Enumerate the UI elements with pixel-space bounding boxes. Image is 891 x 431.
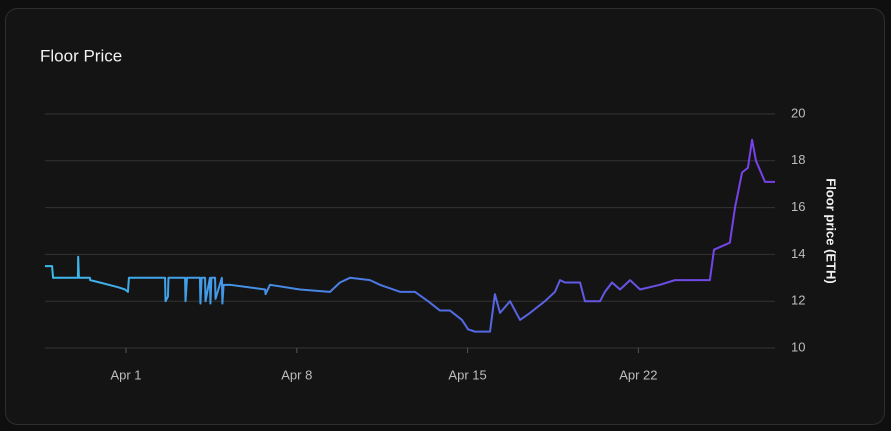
chart-title: Floor Price bbox=[40, 46, 122, 65]
y-tick-label: 20 bbox=[791, 105, 805, 120]
y-tick-label: 14 bbox=[791, 246, 805, 261]
price-line bbox=[45, 138, 775, 333]
x-tick-label: Apr 8 bbox=[281, 367, 312, 382]
x-tick-label: Apr 1 bbox=[110, 367, 141, 382]
y-tick-label: 18 bbox=[791, 152, 805, 167]
x-tick-label: Apr 15 bbox=[448, 367, 486, 382]
y-tick-label: 12 bbox=[791, 293, 805, 308]
y-tick-label: 10 bbox=[791, 339, 805, 354]
y-axis-label: Floor price (ETH) bbox=[824, 178, 839, 283]
x-tick-label: Apr 22 bbox=[619, 367, 657, 382]
card bbox=[5, 8, 885, 425]
y-tick-label: 16 bbox=[791, 199, 805, 214]
